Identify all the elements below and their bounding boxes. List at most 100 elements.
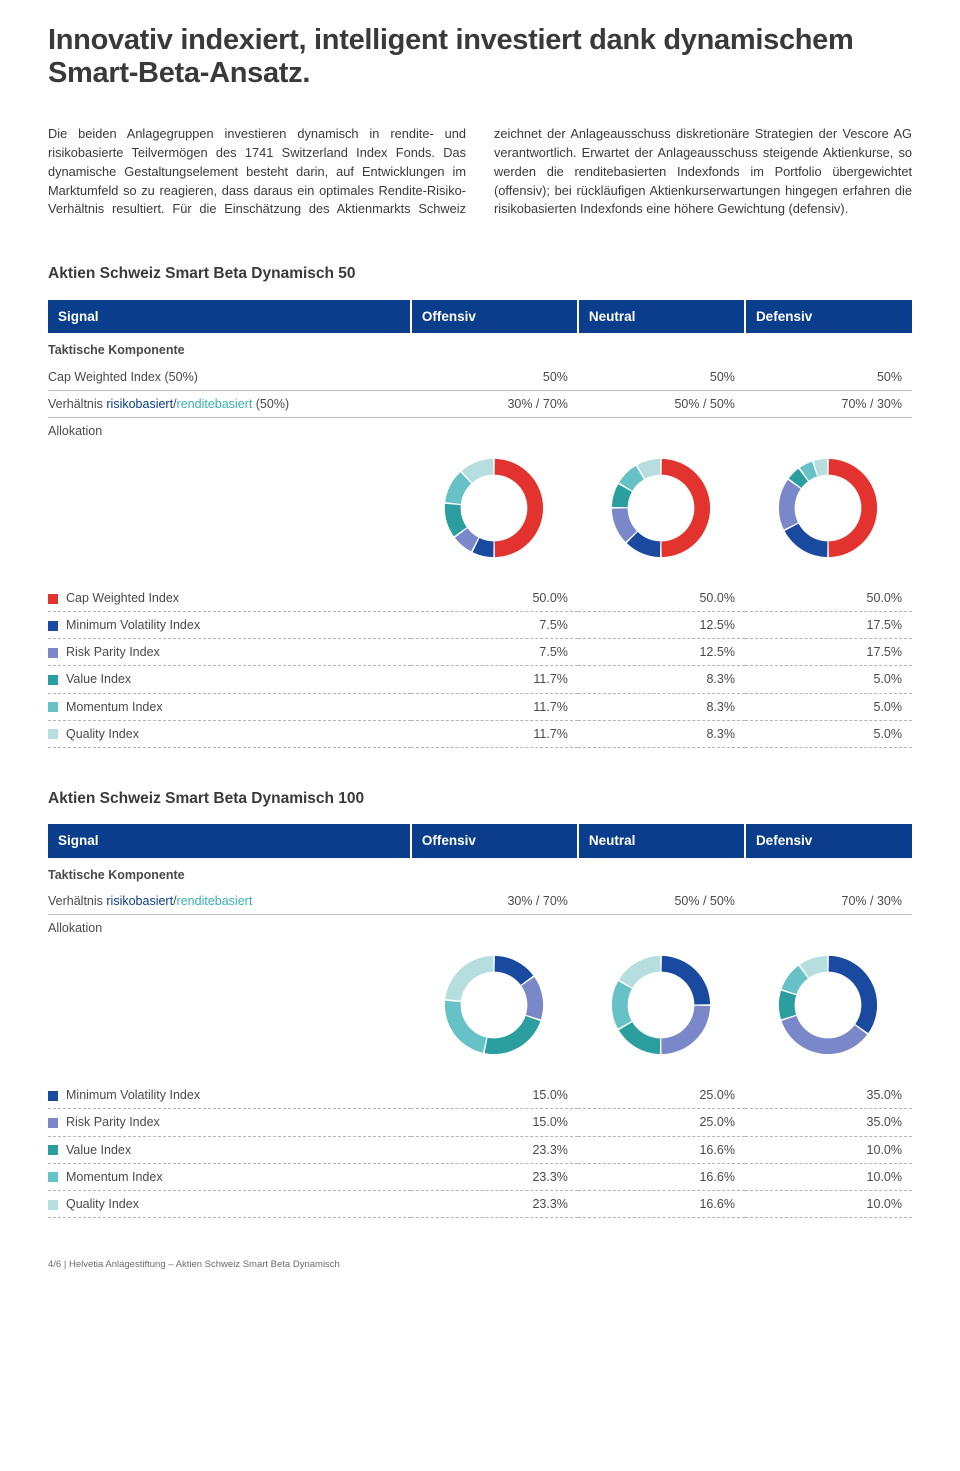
- donut-slice: [779, 480, 801, 530]
- legend-swatch: [48, 702, 58, 712]
- donut-slice: [662, 459, 711, 557]
- cell: 16.6%: [578, 1136, 745, 1163]
- th-neutral: Neutral: [578, 300, 745, 334]
- taktische-label: Taktische Komponente: [48, 858, 912, 888]
- donut-chart: [607, 454, 715, 562]
- cell: 11.7%: [411, 720, 578, 747]
- cell: 8.3%: [578, 666, 745, 693]
- th-defensiv: Defensiv: [745, 300, 912, 334]
- th-signal: Signal: [48, 824, 411, 858]
- donut-slice: [485, 1016, 541, 1054]
- donut-chart: [440, 951, 548, 1059]
- donut-cell-neutral: [578, 444, 745, 585]
- allocation-table: Signal Offensiv Neutral Defensiv Taktisc…: [48, 824, 912, 1218]
- cell: 50% / 50%: [578, 888, 745, 915]
- cell: 10.0%: [745, 1190, 912, 1217]
- donut-slice: [782, 1016, 868, 1054]
- cell: 16.6%: [578, 1190, 745, 1217]
- page-footer: 4/6 | Helvetia Anlagestiftung – Aktien S…: [48, 1258, 912, 1272]
- cell: 8.3%: [578, 720, 745, 747]
- cell: 50% / 50%: [578, 390, 745, 417]
- donut-chart: [607, 951, 715, 1059]
- cell: 23.3%: [411, 1136, 578, 1163]
- th-neutral: Neutral: [578, 824, 745, 858]
- cell: 50%: [578, 364, 745, 391]
- cell: 11.7%: [411, 693, 578, 720]
- breakdown-label: Risk Parity Index: [48, 1109, 411, 1136]
- cell: 5.0%: [745, 666, 912, 693]
- donut-cell-offensiv: [411, 941, 578, 1082]
- legend-swatch: [48, 1118, 58, 1128]
- cell: 50.0%: [411, 585, 578, 612]
- section-title: Aktien Schweiz Smart Beta Dynamisch 50: [48, 263, 912, 285]
- section-title: Aktien Schweiz Smart Beta Dynamisch 100: [48, 788, 912, 810]
- donut-cell-offensiv: [411, 444, 578, 585]
- legend-swatch: [48, 1200, 58, 1210]
- donut-slice: [829, 956, 878, 1033]
- donut-slice: [619, 956, 660, 988]
- donut-slice: [829, 459, 878, 557]
- cell: 50.0%: [745, 585, 912, 612]
- cell: 25.0%: [578, 1082, 745, 1109]
- legend-swatch: [48, 1091, 58, 1101]
- cell: 12.5%: [578, 639, 745, 666]
- breakdown-label: Value Index: [48, 666, 411, 693]
- donut-slice: [495, 956, 534, 985]
- donut-slice: [495, 459, 544, 557]
- cell: 16.6%: [578, 1163, 745, 1190]
- cell: 7.5%: [411, 639, 578, 666]
- breakdown-label: Risk Parity Index: [48, 639, 411, 666]
- intro-paragraph: Die beiden Anlagegruppen investieren dyn…: [48, 125, 912, 220]
- legend-swatch: [48, 594, 58, 604]
- cell: 50.0%: [578, 585, 745, 612]
- allokation-label: Allokation: [48, 417, 411, 444]
- page-title: Innovativ indexiert, intelligent investi…: [48, 24, 912, 91]
- legend-swatch: [48, 1145, 58, 1155]
- th-offensiv: Offensiv: [411, 824, 578, 858]
- legend-swatch: [48, 675, 58, 685]
- donut-slice: [662, 1006, 711, 1054]
- breakdown-label: Minimum Volatility Index: [48, 612, 411, 639]
- donut-slice: [522, 977, 544, 1020]
- verhaltnis-label: Verhältnis risikobasiert/renditebasiert: [48, 888, 411, 915]
- donut-slice: [612, 981, 632, 1029]
- cell: 5.0%: [745, 720, 912, 747]
- legend-swatch: [48, 729, 58, 739]
- cell: 30% / 70%: [411, 888, 578, 915]
- cell: 50%: [745, 364, 912, 391]
- cell: 15.0%: [411, 1109, 578, 1136]
- donut-slice: [785, 524, 828, 557]
- donut-slice: [445, 1001, 487, 1053]
- legend-swatch: [48, 648, 58, 658]
- donut-chart: [774, 454, 882, 562]
- th-signal: Signal: [48, 300, 411, 334]
- allokation-label: Allokation: [48, 915, 411, 942]
- breakdown-label: Cap Weighted Index: [48, 585, 411, 612]
- cell: 23.3%: [411, 1163, 578, 1190]
- cell: 35.0%: [745, 1109, 912, 1136]
- cell: 12.5%: [578, 612, 745, 639]
- cell: 11.7%: [411, 666, 578, 693]
- cell: 8.3%: [578, 693, 745, 720]
- donut-chart: [440, 454, 548, 562]
- donut-cell-neutral: [578, 941, 745, 1082]
- cell: 17.5%: [745, 639, 912, 666]
- allocation-table: Signal Offensiv Neutral Defensiv Taktisc…: [48, 300, 912, 748]
- cell: 50%: [411, 364, 578, 391]
- section-block: Aktien Schweiz Smart Beta Dynamisch 50 S…: [48, 263, 912, 747]
- breakdown-label: Value Index: [48, 1136, 411, 1163]
- cell: 23.3%: [411, 1190, 578, 1217]
- breakdown-label: Minimum Volatility Index: [48, 1082, 411, 1109]
- cell: 5.0%: [745, 693, 912, 720]
- donut-cell-defensiv: [745, 941, 912, 1082]
- cap-weighted-label: Cap Weighted Index (50%): [48, 364, 411, 391]
- cell: 10.0%: [745, 1163, 912, 1190]
- donut-chart: [774, 951, 882, 1059]
- donut-cell-defensiv: [745, 444, 912, 585]
- breakdown-label: Quality Index: [48, 720, 411, 747]
- breakdown-label: Momentum Index: [48, 693, 411, 720]
- cell: 70% / 30%: [745, 888, 912, 915]
- donut-slice: [619, 1022, 660, 1054]
- cell: 35.0%: [745, 1082, 912, 1109]
- legend-swatch: [48, 1172, 58, 1182]
